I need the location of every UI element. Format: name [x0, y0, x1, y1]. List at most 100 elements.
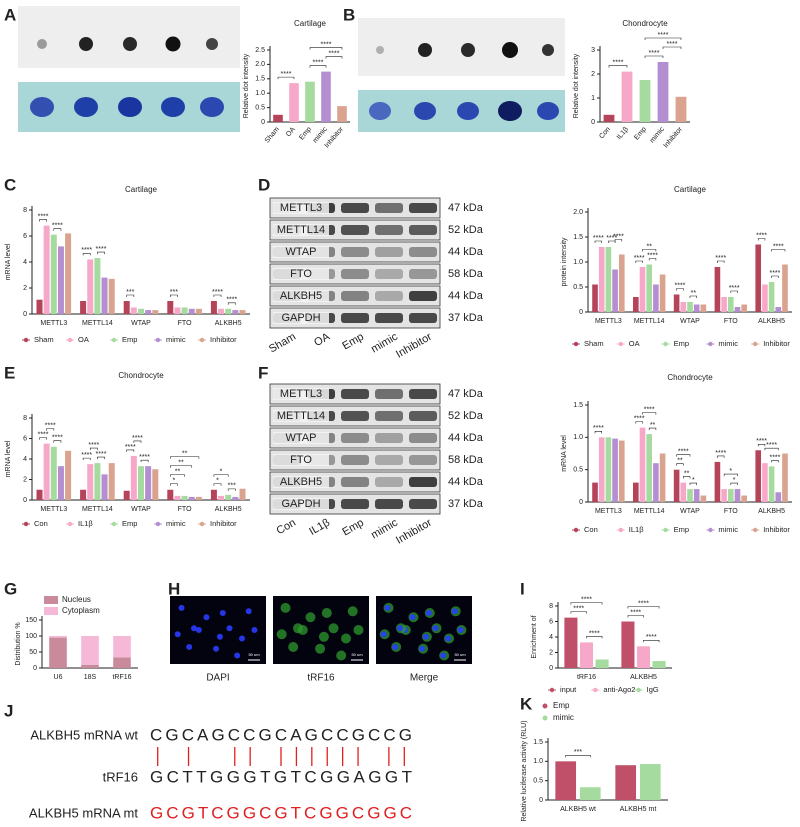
bar: [639, 267, 646, 312]
significance-label: ****: [593, 425, 604, 432]
significance-bracket: [648, 427, 657, 431]
bar: [123, 490, 130, 500]
bar: [653, 284, 659, 312]
significance-bracket: [648, 258, 657, 261]
significance-label: ****: [139, 454, 150, 461]
legend-marker: [542, 715, 548, 721]
stain-dot: [161, 97, 185, 117]
bar: [612, 269, 618, 312]
x-tick-label: mimic: [649, 126, 666, 145]
significance-bracket: [683, 476, 691, 479]
bar: [289, 83, 299, 122]
dot: [165, 36, 181, 52]
y-tick-label: 6: [549, 618, 553, 625]
significance-bracket: [53, 440, 62, 443]
bar: [123, 301, 130, 314]
significance-bracket: [309, 65, 327, 68]
y-tick-label: 8: [23, 415, 27, 422]
nucleus: [219, 610, 226, 616]
significance-bracket: [133, 440, 142, 443]
chart-title: Chondrocyte: [118, 371, 164, 380]
significance-label: ****: [613, 233, 624, 240]
significance-bracket: [325, 56, 343, 59]
bar: [167, 301, 174, 314]
bar-segment: [49, 636, 67, 638]
dot: [461, 43, 475, 57]
significance-bracket: [82, 253, 91, 256]
bar: [646, 264, 653, 312]
panel-label: H: [168, 579, 180, 598]
bar: [225, 308, 232, 314]
legend-marker: [23, 521, 29, 527]
legend-marker: [753, 527, 758, 533]
legend-label: IL1β: [78, 519, 93, 528]
y-tick-label: 6: [23, 435, 27, 442]
significance-label: ****: [715, 450, 726, 457]
nucleus: [422, 633, 429, 640]
blot-kda: 47 kDa: [448, 202, 484, 214]
significance-label: **: [677, 458, 683, 465]
significance-bracket: [723, 473, 738, 477]
bar: [50, 234, 57, 314]
panel-label: G: [4, 579, 17, 598]
x-tick-label: METTL14: [82, 506, 113, 513]
y-tick-label: 2: [23, 476, 27, 483]
significance-bracket: [594, 431, 603, 434]
y-axis-label: Enrichment of: [531, 615, 538, 658]
cell-signal: [280, 602, 291, 613]
stain-dot: [414, 102, 436, 120]
blot-band: [375, 247, 403, 257]
significance-bracket: [565, 755, 591, 758]
x-tick-label: IL1β: [616, 126, 630, 141]
legend-marker: [753, 341, 758, 347]
bar: [337, 106, 347, 122]
nucleus: [174, 631, 181, 638]
significance-label: ****: [769, 270, 780, 277]
blot-band: [409, 477, 437, 487]
bar-segment: [113, 657, 131, 668]
legend-marker: [708, 341, 713, 347]
x-tick-label: ALKBH5: [758, 508, 785, 515]
x-tick-label: FTO: [178, 320, 192, 327]
blot-lane-label: Inhibitor: [394, 331, 434, 361]
sequence: GCGTCGGCGTCGGCGGC: [150, 803, 412, 822]
y-tick-label: 2: [549, 649, 553, 656]
x-tick-label: ALKBH5 wt: [560, 806, 596, 813]
nucleus: [432, 625, 439, 632]
significance-label: *: [173, 478, 176, 485]
nucleus: [234, 652, 241, 659]
significance-label: ****: [81, 452, 92, 459]
legend-label: mimic: [718, 339, 738, 348]
legend-marker: [708, 527, 713, 533]
x-tick-label: FTO: [724, 508, 738, 515]
bar: [36, 299, 43, 314]
significance-bracket: [676, 463, 684, 466]
legend-marker: [199, 521, 205, 527]
bar: [775, 307, 782, 312]
blot-band: [341, 389, 369, 399]
significance-label: ****: [678, 449, 689, 456]
stain-dot: [369, 102, 391, 120]
y-axis-label: mRNA level: [5, 243, 12, 280]
y-tick-label: 100: [25, 633, 37, 640]
significance-label: *: [733, 477, 736, 484]
bar: [225, 494, 232, 500]
significance-label: ****: [81, 247, 92, 254]
cell-signal: [315, 643, 326, 654]
scale-label: 50 um: [454, 652, 466, 657]
bar: [145, 310, 152, 314]
significance-bracket: [169, 483, 178, 486]
y-tick-label: 0.5: [533, 778, 543, 785]
legend-marker: [573, 341, 579, 347]
x-tick-label: Inhibitor: [663, 125, 685, 149]
x-tick-label: ALKBH5: [630, 674, 657, 681]
significance-bracket: [627, 606, 660, 609]
bar: [741, 304, 747, 312]
bar: [188, 308, 195, 314]
cell-signal: [293, 623, 303, 634]
significance-label: ****: [729, 285, 740, 292]
x-tick-label: METTL14: [634, 318, 665, 325]
significance-bracket: [140, 459, 149, 463]
significance-bracket: [662, 46, 682, 49]
nucleus: [457, 627, 464, 633]
